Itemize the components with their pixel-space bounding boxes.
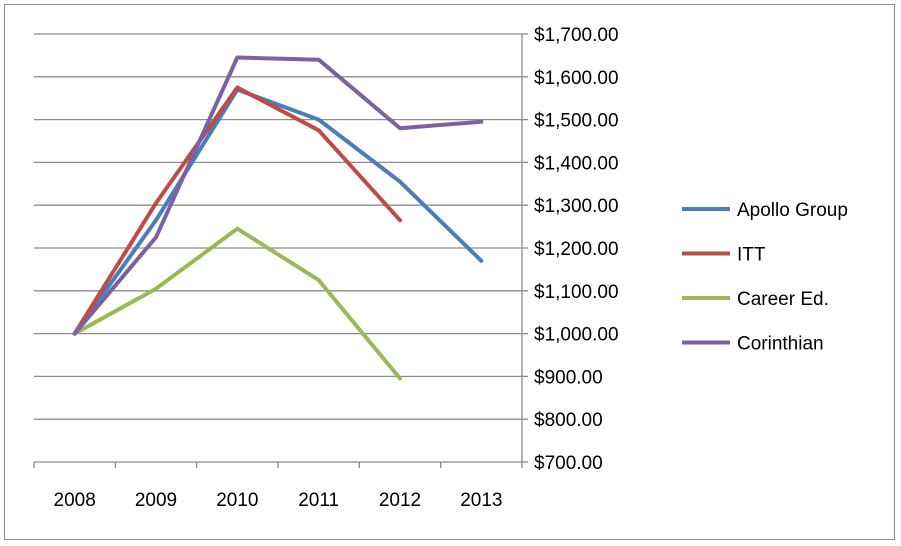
y-tick-label: $1,700.00 (534, 25, 619, 46)
x-tick-label: 2008 (54, 490, 96, 511)
y-tick-label: $800.00 (534, 410, 603, 431)
y-tick-label: $1,600.00 (534, 68, 619, 89)
legend-label-itt: ITT (737, 245, 766, 266)
y-tick-label: $1,100.00 (534, 282, 619, 303)
x-tick-label: 2010 (216, 490, 258, 511)
legend-label-career-ed: Career Ed. (737, 289, 829, 310)
x-tick-label: 2013 (460, 490, 502, 511)
x-tick-label: 2009 (135, 490, 177, 511)
chart-frame (4, 4, 895, 540)
series-lines (72, 55, 484, 381)
y-tick-label: $1,500.00 (534, 111, 619, 132)
series-line-itt (72, 85, 402, 336)
x-tick-label: 2011 (298, 490, 339, 511)
y-tick-label: $1,000.00 (534, 325, 619, 346)
y-axis-tick-labels: $700.00 $800.00 $900.00 $1,000.00 $1,100.00 $… (534, 25, 619, 474)
legend-label-apollo-group: Apollo Group (737, 200, 848, 221)
x-axis-tick-labels: 2008 2009 2010 2011 2012 2013 (54, 490, 503, 511)
series-line-corinthian (72, 55, 484, 336)
y-tick-label: $1,300.00 (534, 196, 619, 217)
x-tick-label: 2012 (379, 490, 421, 511)
y-tick-label: $1,200.00 (534, 239, 619, 260)
series-line-apollo-group (72, 87, 484, 336)
y-tick-label: $1,400.00 (534, 153, 619, 174)
gridlines (34, 33, 522, 420)
y-tick-label: $900.00 (534, 367, 603, 388)
legend-label-corinthian: Corinthian (737, 334, 824, 355)
y-tick-label: $700.00 (534, 453, 603, 474)
legend: Apollo Group ITT Career Ed. Corinthian (682, 200, 848, 355)
series-line-career-ed (72, 226, 402, 381)
axes (33, 33, 528, 468)
